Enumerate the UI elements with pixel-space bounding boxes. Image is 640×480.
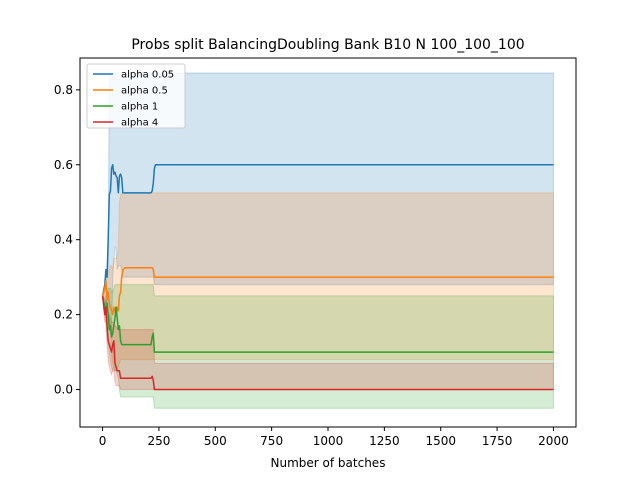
y-tick-label: 0.8: [54, 83, 73, 97]
x-axis: 0 250 500 750 1000 1250 1500 1750 2000: [99, 427, 569, 448]
x-tick-label: 750: [260, 434, 283, 448]
x-tick-label: 0: [99, 434, 107, 448]
y-tick-label: 0.2: [54, 308, 73, 322]
legend-label-alpha-0-05: alpha 0.05: [121, 70, 174, 81]
y-tick-label: 0.0: [54, 383, 73, 397]
line-alpha-4: [101, 295, 554, 391]
x-tick-label: 250: [147, 434, 170, 448]
x-tick-label: 500: [204, 434, 227, 448]
y-axis: 0.0 0.2 0.4 0.6 0.8: [54, 83, 80, 397]
series-lines: [101, 164, 554, 391]
y-tick-label: 0.6: [54, 158, 73, 172]
x-tick-label: 1500: [425, 434, 456, 448]
x-tick-label: 2000: [538, 434, 569, 448]
x-tick-label: 1000: [313, 434, 344, 448]
chart-title: Probs split BalancingDoubling Bank B10 N…: [131, 37, 524, 53]
line-alpha-0-5: [101, 267, 554, 316]
confidence-bands: [101, 72, 554, 409]
legend-label-alpha-0-5: alpha 0.5: [121, 86, 168, 97]
x-axis-label: Number of batches: [271, 456, 386, 470]
x-tick-label: 1750: [482, 434, 513, 448]
x-tick-label: 1250: [369, 434, 400, 448]
line-alpha-0-05: [101, 164, 554, 297]
line-alpha-1: [101, 295, 554, 353]
y-tick-label: 0.4: [54, 233, 73, 247]
legend-label-alpha-4: alpha 4: [121, 118, 158, 129]
legend-box: [86, 63, 186, 129]
band-alpha-0-5: [102, 192, 554, 372]
legend: alpha 0.05 alpha 0.5 alpha 1 alpha 4: [86, 63, 186, 129]
band-alpha-4: [102, 295, 554, 391]
legend-label-alpha-1: alpha 1: [121, 102, 158, 113]
